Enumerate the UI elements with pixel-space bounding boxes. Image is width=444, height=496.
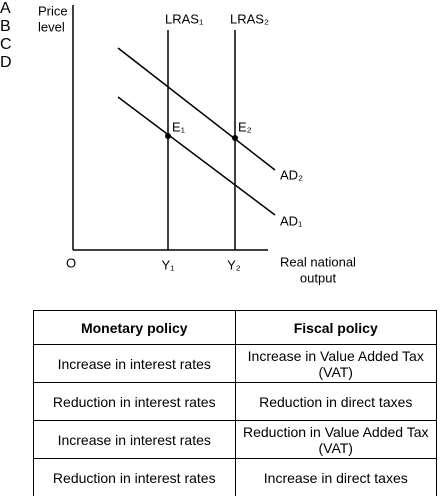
table-row: Increase in interest rates Reduction in V…: [33, 420, 437, 459]
table-cell: Increase in direct taxes: [234, 458, 437, 496]
line-label: LRAS₁: [165, 11, 204, 26]
point-e1: [165, 133, 171, 139]
origin-label: O: [66, 255, 76, 270]
table-cell: Increase in interest rates: [33, 420, 236, 459]
point-label: E₂: [238, 119, 252, 134]
ad2-line: [117, 47, 276, 171]
tick-label: Y₁: [161, 257, 175, 272]
option-letter: B: [0, 18, 11, 35]
line-label: AD₁: [280, 213, 303, 228]
table-row: Increase in interest rates Increase in Va…: [33, 344, 437, 383]
axis-label: level: [38, 19, 65, 34]
axis-label: Real national: [280, 254, 356, 269]
options-table: Monetary policy Fiscal policy Increase i…: [33, 310, 437, 496]
diagram: Price level O Real national output LRAS₁…: [38, 3, 356, 285]
table-cell: Reduction in Value Added Tax (VAT): [234, 420, 437, 459]
option-letter: C: [0, 36, 12, 53]
option-letter: D: [0, 54, 12, 71]
table-cell: Increase in interest rates: [33, 344, 236, 383]
table-cell: Reduction in interest rates: [33, 382, 236, 421]
axis-label: output: [300, 270, 337, 285]
header-cell: Monetary policy: [33, 310, 236, 345]
header-row: Monetary policy Fiscal policy: [33, 310, 437, 345]
point-label: E₁: [172, 119, 186, 134]
table-body: Increase in interest rates Increase in Va…: [33, 344, 437, 496]
table-cell: Increase in Value Added Tax (VAT): [234, 344, 437, 383]
line-label: LRAS₂: [230, 11, 269, 26]
tick-label: Y₂: [227, 257, 241, 272]
table-row: Reduction in interest rates Reduction in …: [33, 382, 437, 421]
table-cell: Reduction in direct taxes: [234, 382, 437, 421]
point-e2: [232, 135, 238, 141]
axis-label: Price: [38, 3, 68, 18]
line-label: AD₂: [280, 167, 303, 182]
option-letter: A: [0, 0, 11, 17]
table-cell: Reduction in interest rates: [33, 458, 236, 496]
table-row: Reduction in interest rates Increase in d…: [33, 458, 437, 496]
header-cell: Fiscal policy: [234, 310, 437, 345]
ad1-line: [117, 96, 276, 216]
